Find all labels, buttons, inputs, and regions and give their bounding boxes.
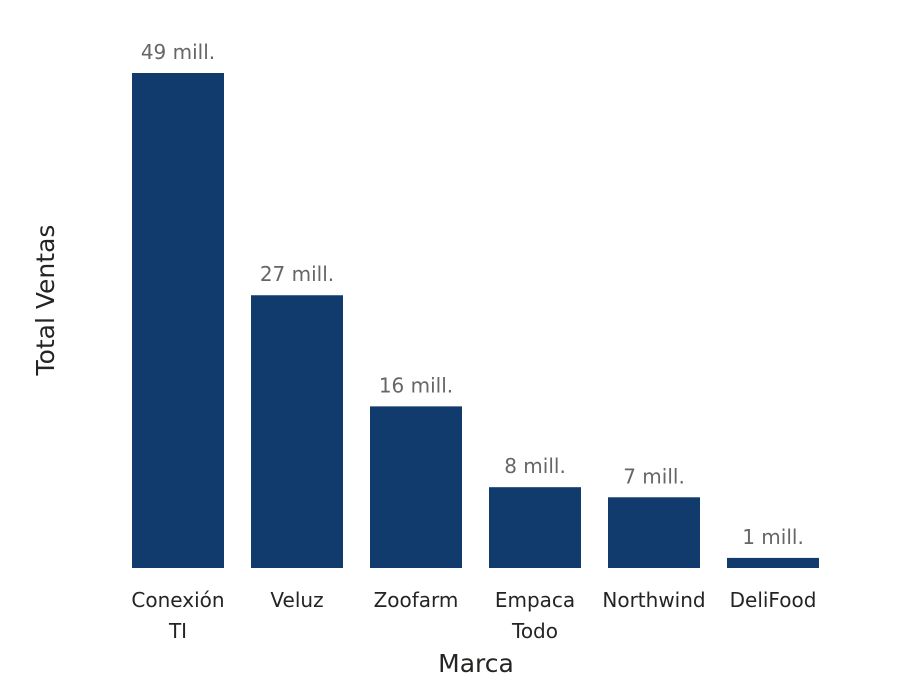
- data-label-4: 7 mill.: [623, 464, 685, 488]
- bar-5[interactable]: [727, 557, 819, 568]
- x-tick-labels-group: Conexión TI Veluz Zoofarm Empaca Todo Northwin…: [131, 588, 816, 643]
- bar-0[interactable]: [132, 73, 224, 568]
- data-label-3: 8 mill.: [504, 454, 566, 478]
- data-label-0: 49 mill.: [141, 40, 215, 64]
- x-tick-label-line: Veluz: [270, 588, 323, 612]
- x-tick-label-line: Todo: [511, 619, 558, 643]
- x-tick-label-line: DeliFood: [730, 588, 817, 612]
- x-axis-title: Marca: [438, 649, 514, 678]
- x-tick-label-5: DeliFood: [730, 588, 817, 612]
- data-labels-group: 49 mill. 27 mill. 16 mill. 8 mill. 7 mill. 1 …: [141, 40, 804, 549]
- x-tick-label-1: Veluz: [270, 588, 323, 612]
- x-tick-label-4: Northwind: [602, 588, 705, 612]
- data-label-1: 27 mill.: [260, 262, 334, 286]
- x-tick-label-3: Empaca Todo: [495, 588, 575, 643]
- bars-group: [132, 73, 819, 568]
- bar-1[interactable]: [251, 295, 343, 568]
- bar-3[interactable]: [489, 487, 581, 568]
- bar-2[interactable]: [370, 406, 462, 568]
- x-tick-label-line: Zoofarm: [374, 588, 459, 612]
- x-tick-label-line: TI: [168, 619, 187, 643]
- x-tick-label-line: Northwind: [602, 588, 705, 612]
- x-tick-label-line: Conexión: [131, 588, 224, 612]
- x-tick-label-line: Empaca: [495, 588, 575, 612]
- bar-4[interactable]: [608, 497, 700, 568]
- data-label-5: 1 mill.: [742, 525, 804, 549]
- y-axis-title: Total Ventas: [31, 225, 60, 377]
- data-label-2: 16 mill.: [379, 373, 453, 397]
- x-tick-label-0: Conexión TI: [131, 588, 224, 643]
- x-tick-label-2: Zoofarm: [374, 588, 459, 612]
